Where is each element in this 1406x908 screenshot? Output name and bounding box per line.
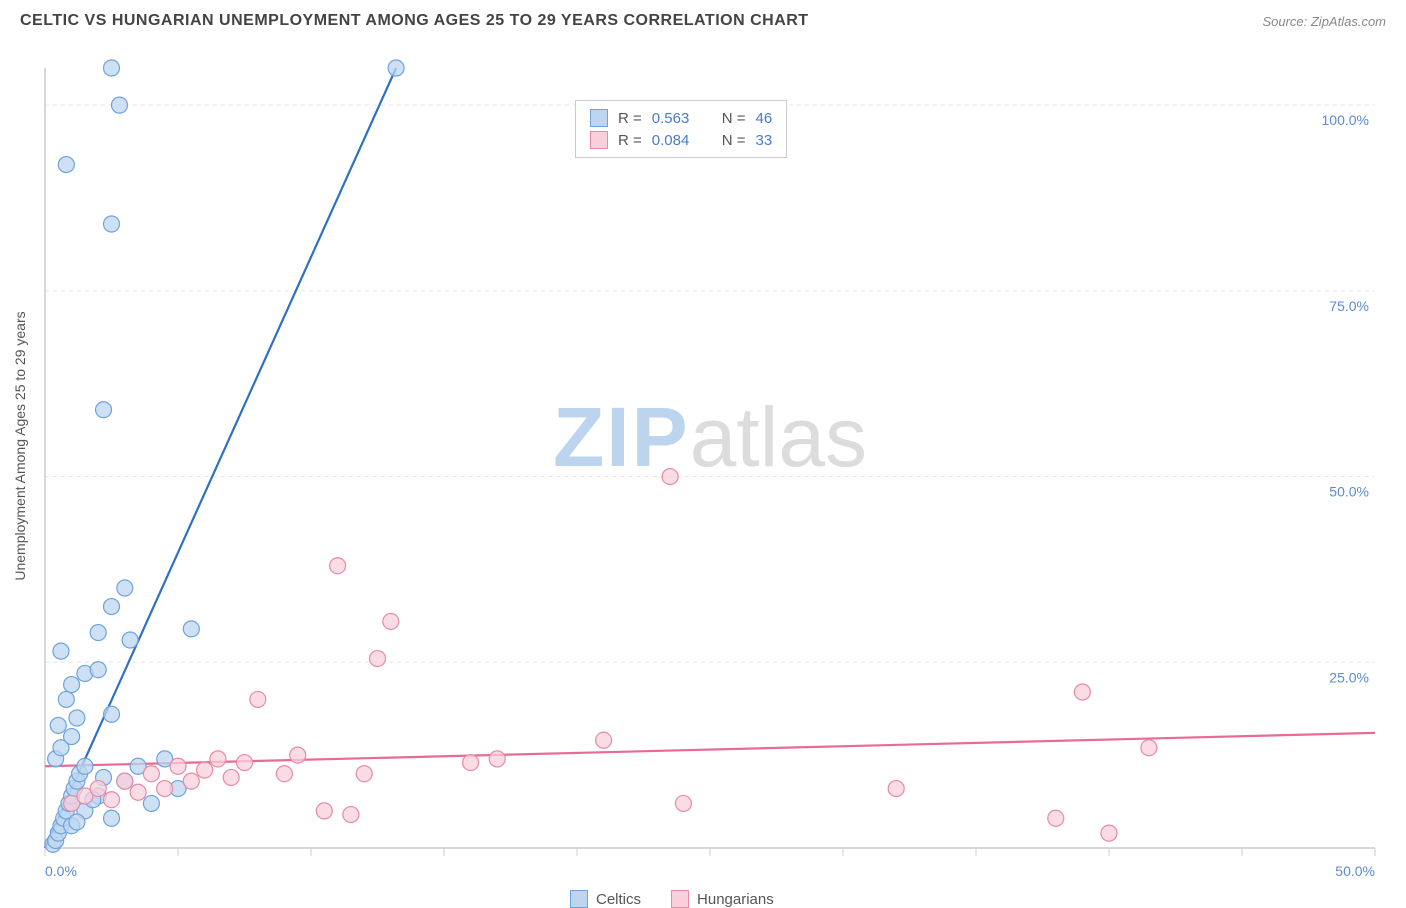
r-label: R = <box>618 132 642 149</box>
series-name: Hungarians <box>697 891 774 908</box>
n-label: N = <box>722 132 746 149</box>
svg-text:100.0%: 100.0% <box>1322 112 1369 128</box>
chart-container: Unemployment Among Ages 25 to 29 years 2… <box>0 38 1406 893</box>
r-value: 0.084 <box>652 132 712 149</box>
r-label: R = <box>618 110 642 127</box>
svg-text:50.0%: 50.0% <box>1329 484 1369 500</box>
svg-text:0.0%: 0.0% <box>45 863 77 879</box>
scatter-plot: 25.0% 50.0% 75.0% 100.0% ZIPatlas 0.0% 50.0% <box>0 38 1406 908</box>
legend-swatch <box>590 131 608 149</box>
chart-title: CELTIC VS HUNGARIAN UNEMPLOYMENT AMONG A… <box>20 12 809 30</box>
n-label: N = <box>722 110 746 127</box>
svg-text:75.0%: 75.0% <box>1329 298 1369 314</box>
series-legend-item: Hungarians <box>671 890 774 908</box>
stats-legend-row: R = 0.563 N = 46 <box>590 107 772 129</box>
svg-text:25.0%: 25.0% <box>1329 669 1369 685</box>
r-value: 0.563 <box>652 110 712 127</box>
series-name: Celtics <box>596 891 641 908</box>
legend-swatch <box>671 890 689 908</box>
n-value: 46 <box>756 110 773 127</box>
legend-swatch <box>570 890 588 908</box>
series-legend-item: Celtics <box>570 890 641 908</box>
stats-legend: R = 0.563 N = 46 R = 0.084 N = 33 <box>575 100 787 158</box>
legend-swatch <box>590 109 608 127</box>
svg-text:ZIPatlas: ZIPatlas <box>553 390 867 484</box>
series-legend: Celtics Hungarians <box>570 890 774 908</box>
stats-legend-row: R = 0.084 N = 33 <box>590 129 772 151</box>
svg-text:50.0%: 50.0% <box>1335 863 1375 879</box>
source-attribution: Source: ZipAtlas.com <box>1262 14 1386 29</box>
n-value: 33 <box>756 132 773 149</box>
